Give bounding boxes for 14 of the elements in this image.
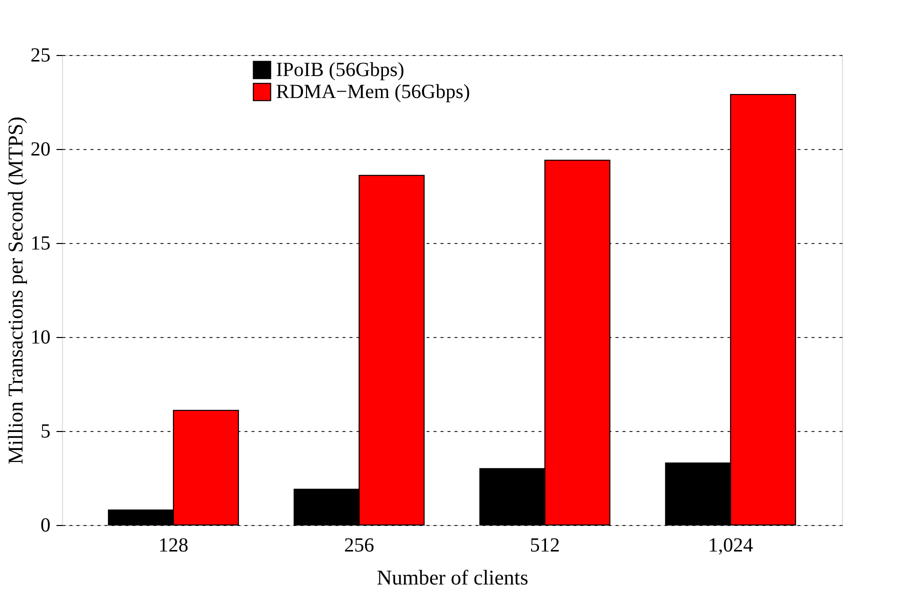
x-tick-label: 1,024 xyxy=(708,534,754,556)
y-axis-title: Million Transactions per Second (MTPS) xyxy=(4,116,28,464)
y-tick-label: 10 xyxy=(30,326,50,348)
legend-label: IPoIB (56Gbps) xyxy=(276,59,404,81)
x-tick-label: 512 xyxy=(530,534,560,556)
y-tick-label: 5 xyxy=(40,420,50,442)
y-tick-label: 20 xyxy=(30,138,50,160)
y-tick-label: 25 xyxy=(30,44,50,66)
x-tick-label: 256 xyxy=(344,534,374,556)
y-tick-label: 0 xyxy=(40,514,50,536)
x-axis-title: Number of clients xyxy=(376,566,528,590)
x-tick-label: 128 xyxy=(158,534,188,556)
legend-label: RDMA−Mem (56Gbps) xyxy=(276,81,470,103)
y-tick-label: 15 xyxy=(30,232,50,254)
